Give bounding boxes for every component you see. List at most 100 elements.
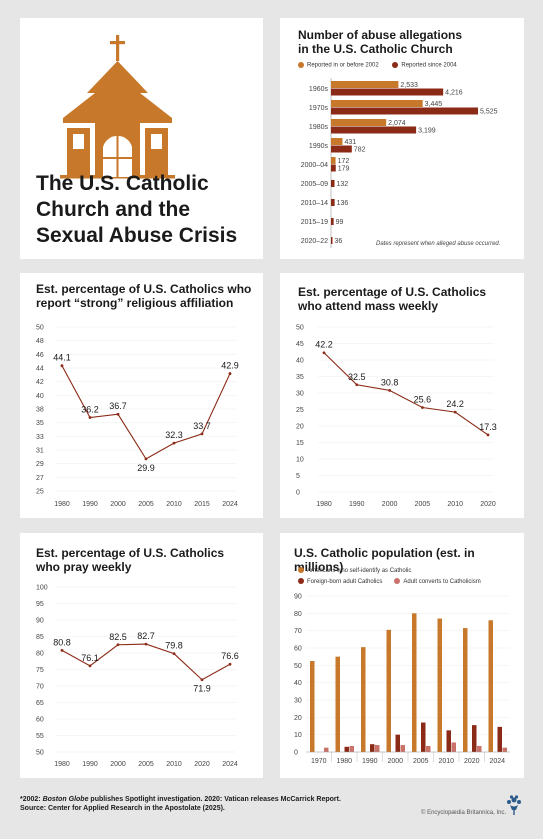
footer-italic: Boston Globe	[42, 796, 89, 803]
x-tick-label: 1970	[311, 758, 327, 765]
door-transom	[103, 157, 132, 159]
y-tick-label: 80	[294, 611, 302, 618]
data-point	[172, 441, 176, 445]
y-tick-label: 0	[294, 750, 298, 757]
data-point	[453, 410, 457, 414]
bar-self-identify	[335, 656, 340, 752]
bar-before-2002	[331, 100, 423, 107]
bar-before-2002	[331, 157, 336, 164]
chart-note: Dates represent when alleged abuse occur…	[376, 241, 501, 247]
main-title: The U.S. Catholic Church and the Sexual …	[36, 171, 237, 249]
chart-title-line: Est. percentage of U.S. Catholics	[36, 546, 225, 560]
bar-converts	[400, 745, 405, 752]
mass-attendance-chart: 5045403530252015105042.2198032.5199030.8…	[296, 325, 497, 509]
y-tick-label: 60	[294, 646, 302, 653]
y-tick-label: 100	[36, 585, 48, 592]
population-panel: U.S. Catholic population (est. in millio…	[280, 533, 524, 778]
chart-title-line: U.S. Catholic population (est. in millio…	[294, 546, 475, 574]
bar-before-2002	[331, 81, 399, 88]
main-title-line: Sexual Abuse Crisis	[36, 224, 238, 247]
allegations-title: Number of abuse allegations in the U.S. …	[298, 28, 462, 56]
y-tick-label: 20	[294, 715, 302, 722]
data-value-label: 24.2	[446, 399, 464, 409]
strong-affiliation-title: Est. percentage of U.S. Catholics who re…	[36, 282, 251, 310]
y-tick-label: 33	[36, 434, 44, 441]
footer-notes: *2002: Boston Globe publishes Spotlight …	[20, 795, 341, 813]
cross-vertical	[116, 35, 120, 61]
data-value-label: 32.3	[165, 430, 183, 440]
data-point	[388, 388, 391, 392]
y-tick-label: 31	[36, 448, 44, 455]
y-tick-label: 50	[36, 750, 44, 757]
y-tick-label: 10	[294, 732, 302, 739]
church-icon	[60, 35, 175, 179]
y-tick-label: 25	[296, 407, 304, 414]
bar-since-2004	[331, 88, 444, 96]
left-window	[73, 134, 84, 149]
data-point	[172, 652, 176, 656]
pray-weekly-title: Est. percentage of U.S. Catholics who pr…	[36, 546, 224, 574]
bar-foreign-born	[395, 734, 400, 752]
mass-attendance-panel: Est. percentage of U.S. Catholics who at…	[280, 273, 524, 518]
bar-foreign-born	[344, 746, 349, 752]
y-tick-label: 48	[36, 338, 44, 345]
y-tick-label: 55	[36, 733, 44, 740]
strong-affiliation-panel: Est. percentage of U.S. Catholics who re…	[20, 273, 263, 518]
data-value-label: 71.9	[193, 684, 211, 694]
data-value-label: 80.8	[53, 637, 71, 647]
data-point	[144, 642, 148, 646]
mass-attendance-title: Est. percentage of U.S. Catholics who at…	[298, 285, 486, 313]
chart-title-line: report “strong” religious affiliation	[36, 296, 234, 310]
bar-since-2004	[331, 145, 352, 153]
footer-prefix: *2002:	[20, 796, 43, 803]
bar-since-2004	[331, 180, 335, 187]
bar-self-identify	[310, 661, 315, 752]
legend-entry: Americans who self-identify as Catholic	[307, 568, 412, 574]
bar-value-label: 3,445	[425, 101, 443, 108]
legend-entry: Reported in or before 2002	[307, 62, 379, 69]
y-tick-label: 27	[36, 475, 44, 482]
bar-value-label: 179	[338, 166, 350, 173]
x-tick-label: 2005	[138, 501, 154, 508]
x-tick-label: 2024	[222, 761, 238, 768]
bar-value-label: 431	[344, 139, 356, 146]
bar-since-2004	[331, 199, 335, 206]
footer-line-1: *2002: Boston Globe publishes Spotlight …	[20, 795, 341, 804]
population-legend: Americans who self-identify as Catholic …	[298, 566, 493, 588]
bar-converts	[324, 747, 329, 752]
data-point	[88, 416, 92, 419]
x-tick-label: 2005	[138, 761, 154, 768]
pray-weekly-chart: 100 95 90 85 80 75 70 65 60 55 50 80.8 1980 76.1 1990 8…	[36, 585, 239, 769]
legend-swatch	[298, 62, 304, 68]
right-window	[151, 134, 162, 149]
y-tick-label: 0	[296, 490, 300, 497]
bar-since-2004	[331, 164, 336, 172]
x-tick-label: 2000	[110, 761, 126, 768]
bar-value-label: 36	[335, 238, 343, 245]
data-value-label: 42.9	[221, 361, 239, 371]
x-tick-label: 2005	[413, 758, 429, 765]
bar-self-identify	[386, 629, 391, 752]
y-tick-label: 44	[36, 366, 44, 373]
data-point	[144, 457, 148, 461]
population-title: U.S. Catholic population (est. in millio…	[294, 546, 524, 574]
bar-value-label: 136	[337, 200, 349, 207]
y-tick-label: 15	[296, 440, 304, 447]
legend-swatch	[394, 578, 401, 585]
y-tick-label: 65	[36, 700, 44, 707]
y-tick-label: 50	[36, 325, 44, 332]
x-tick-label: 2010	[166, 501, 182, 508]
y-tick-label: 29	[36, 461, 44, 468]
y-tick-label: 35	[296, 374, 304, 381]
y-tick-label: 5	[296, 473, 300, 480]
bar-value-label: 132	[337, 181, 349, 188]
bar-since-2004	[331, 218, 334, 225]
category-label: 2005–09	[301, 181, 328, 188]
bar-value-label: 2,533	[400, 82, 418, 89]
data-value-label: 82.7	[137, 631, 155, 641]
data-point	[200, 432, 204, 436]
data-point	[228, 372, 232, 375]
bar-self-identify	[463, 628, 468, 752]
x-tick-label: 1990	[82, 501, 98, 508]
